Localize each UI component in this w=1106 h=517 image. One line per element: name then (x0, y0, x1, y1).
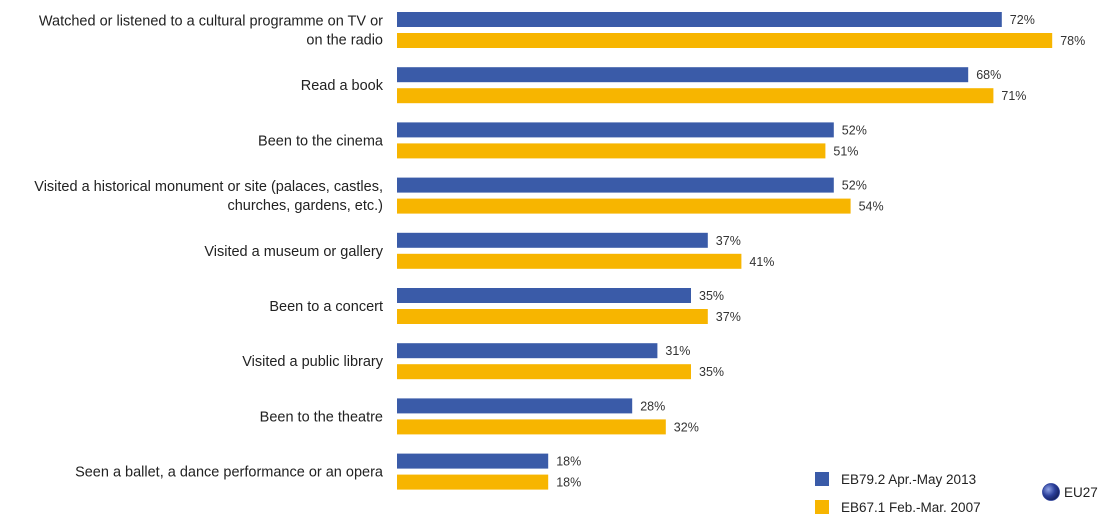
value-label: 35% (699, 365, 724, 379)
bar-2013 (397, 177, 834, 193)
category-label: Watched or listened to a cultural progra… (39, 14, 383, 49)
bar-2007 (397, 364, 691, 380)
category-label: Been to the cinema (258, 133, 384, 149)
category-label: Visited a public library (242, 354, 384, 370)
bar-2007 (397, 198, 851, 214)
value-label: 32% (674, 420, 699, 434)
bars (397, 12, 1053, 490)
category-label: Seen a ballet, a dance performance or an… (75, 465, 384, 481)
category-label-line: Read a book (301, 78, 384, 94)
value-label: 31% (665, 344, 690, 358)
bar-2013 (397, 288, 691, 303)
category-label-line: Been to the cinema (258, 133, 384, 149)
value-label: 28% (640, 399, 665, 413)
legend-label: EB67.1 Feb.-Mar. 2007 (841, 500, 981, 515)
value-label: 37% (716, 310, 741, 324)
bar-2013 (397, 67, 969, 83)
value-label: 68% (976, 68, 1001, 82)
category-label-line: Been to a concert (269, 299, 383, 315)
value-label: 18% (556, 455, 581, 469)
value-label: 52% (842, 123, 867, 137)
category-label-line: Visited a historical monument or site (p… (34, 179, 383, 195)
bar-2013 (397, 453, 549, 469)
legend: EB79.2 Apr.-May 2013 EB67.1 Feb.-Mar. 200… (815, 472, 981, 515)
category-label: Read a book (301, 78, 384, 94)
category-label-line: Watched or listened to a cultural progra… (39, 14, 383, 30)
value-label: 35% (699, 289, 724, 303)
category-label-line: Seen a ballet, a dance performance or an… (75, 465, 384, 481)
legend-label: EB79.2 Apr.-May 2013 (841, 472, 976, 487)
bar-2013 (397, 343, 658, 359)
category-labels: Watched or listened to a cultural progra… (34, 14, 384, 481)
category-label-line: churches, gardens, etc.) (227, 198, 383, 214)
value-label: 71% (1001, 89, 1026, 103)
value-labels: 72% 78% 68%71% 52% 51% 52% 54% 37% 41% 35% 37% 31% 3… (556, 13, 1085, 490)
bar-2007 (397, 309, 708, 324)
bar-2007 (397, 143, 826, 159)
bar-2007 (397, 253, 742, 269)
eu-globe-icon (1042, 483, 1060, 501)
category-label-line: on the radio (306, 33, 383, 49)
category-label: Been to a concert (269, 299, 383, 315)
value-label: 54% (859, 200, 884, 214)
bar-2007 (397, 474, 549, 490)
category-label: Been to the theatre (260, 409, 383, 425)
region-label: EU27 (1064, 485, 1098, 500)
category-label: Visited a museum or gallery (204, 244, 383, 260)
bar-2013 (397, 398, 633, 414)
bar-2007 (397, 88, 994, 104)
region-badge: EU27 (1042, 483, 1098, 501)
value-label: 41% (749, 255, 774, 269)
bar-2007 (397, 419, 666, 435)
category-label-line: Visited a museum or gallery (204, 244, 383, 260)
value-label: 37% (716, 234, 741, 248)
category-label: Visited a historical monument or site (p… (34, 179, 383, 214)
value-label: 52% (842, 179, 867, 193)
value-label: 78% (1060, 34, 1085, 48)
value-label: 18% (556, 476, 581, 490)
bar-2013 (397, 232, 708, 248)
value-label: 72% (1010, 13, 1035, 27)
legend-swatch (815, 500, 829, 514)
category-label-line: Been to the theatre (260, 409, 383, 425)
bar-2013 (397, 122, 834, 138)
legend-swatch (815, 472, 829, 486)
category-label-line: Visited a public library (242, 354, 384, 370)
bar-2007 (397, 33, 1053, 48)
bar-2013 (397, 12, 1002, 27)
value-label: 51% (833, 144, 858, 158)
